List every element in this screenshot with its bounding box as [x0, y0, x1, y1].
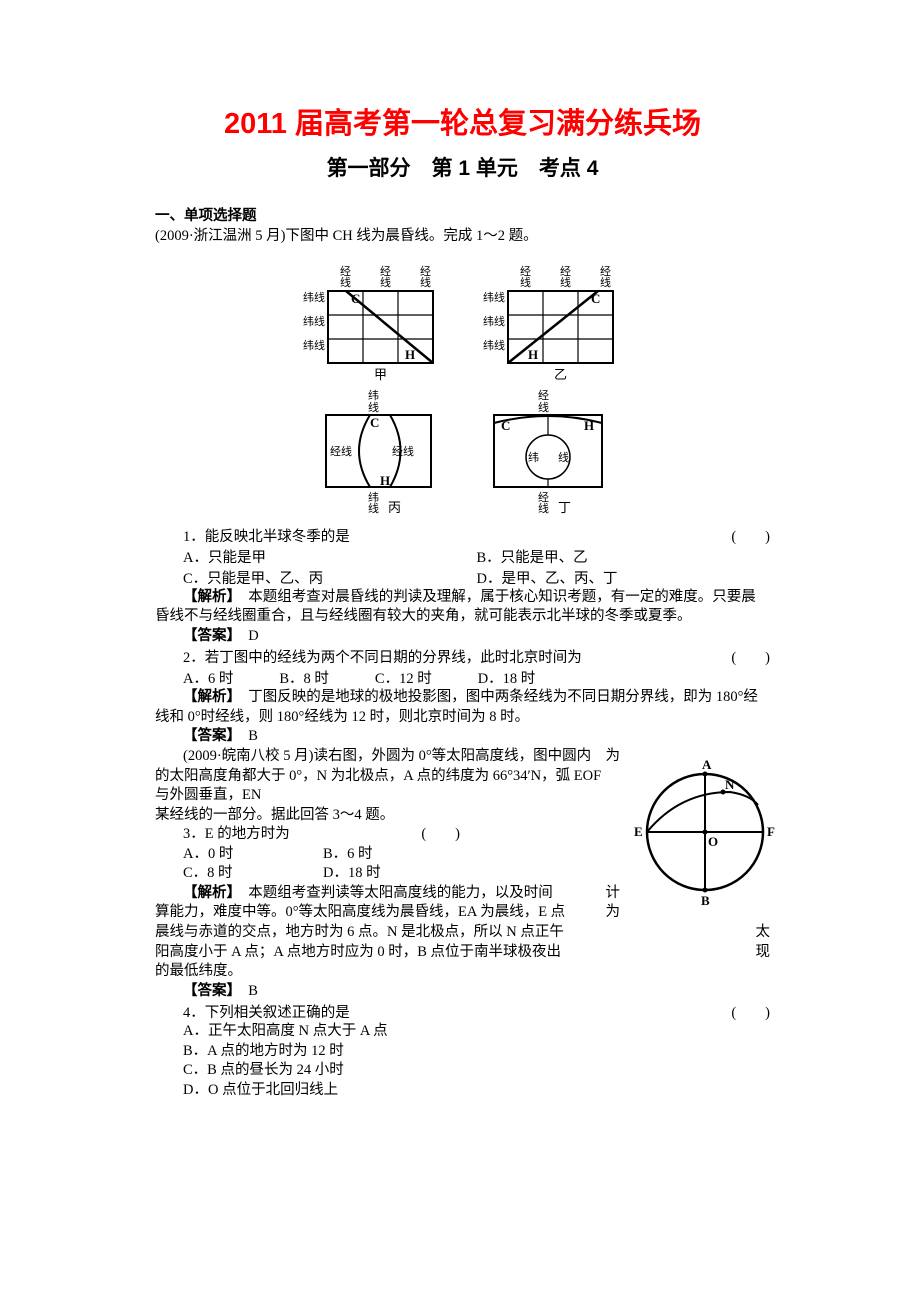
- q3-stem: 3．E 的地方时为: [183, 825, 290, 845]
- svg-text:经线: 经线: [392, 444, 414, 458]
- figure-ding: 经 线 C H 纬 线 经 线 丁: [478, 389, 618, 519]
- q1-optB: B．只能是甲、乙: [477, 546, 771, 567]
- svg-text:O: O: [708, 834, 718, 849]
- svg-text:纬: 纬: [528, 451, 539, 464]
- q2-stem: 2．若丁图中的经线为两个不同日期的分界线，此时北京时间为: [183, 646, 582, 667]
- q3-expl-l2: 算能力，难度中等。0°等太阳高度线为晨昏线，EA 为晨线，E 点为: [155, 903, 620, 923]
- q1-paren: ( ): [731, 525, 770, 546]
- q2-opts: A．6 时 B．8 时 C．12 时 D．18 时: [155, 667, 770, 688]
- q4-optB: B．A 点的地方时为 12 时: [155, 1042, 770, 1062]
- svg-text:N: N: [725, 777, 735, 792]
- figure-jia: 经 线 经 线 经 线 C H 纬线 纬线 纬线 甲: [298, 263, 448, 383]
- svg-text:H: H: [405, 347, 415, 362]
- svg-text:纬线: 纬线: [483, 290, 505, 304]
- svg-text:H: H: [380, 473, 390, 488]
- figure-yi: 经 线 经 线 经 线 C H 纬线 纬线 纬线 乙: [478, 263, 628, 383]
- q3-optA: A．0 时: [183, 845, 323, 865]
- intro-text: (2009·浙江温洲 5 月)下图中 CH 线为晨昏线。完成 1～2 题。: [155, 227, 770, 247]
- figure-bing: 纬 线 C H 经线 经线 纬 线 丙: [308, 389, 448, 519]
- svg-text:经: 经: [538, 389, 549, 402]
- q3-expl-l3: 晨线与赤道的交点，地方时为 6 点。N 是北极点，所以 N 点正午太: [155, 923, 770, 943]
- svg-text:线: 线: [538, 400, 549, 414]
- page-title: 2011 届高考第一轮总复习满分练兵场: [155, 100, 770, 142]
- q1-optD: D．是甲、乙、丙、丁: [477, 567, 771, 588]
- q4-stem-line: 4．下列相关叙述正确的是 ( ): [155, 1001, 770, 1022]
- svg-text:纬线: 纬线: [303, 338, 325, 352]
- figure-row-1: 经 线 经 线 经 线 C H 纬线 纬线 纬线 甲: [155, 263, 770, 383]
- svg-text:纬线: 纬线: [483, 314, 505, 328]
- svg-text:经线: 经线: [330, 444, 352, 458]
- q2-optD: D．18 时: [478, 667, 536, 688]
- page-subtitle: 第一部分 第 1 单元 考点 4: [155, 152, 770, 182]
- svg-text:C: C: [351, 291, 360, 306]
- svg-text:线: 线: [538, 501, 549, 515]
- svg-text:线: 线: [520, 275, 531, 289]
- q1-stem: 1．能反映北半球冬季的是: [183, 525, 350, 546]
- q34-block: A N E F O B (2009·皖南八校 5 月)读右图，外圆为 0°等太阳…: [155, 747, 770, 982]
- svg-text:纬: 纬: [368, 389, 379, 402]
- q3-answer: 【答案】 B: [155, 982, 770, 1002]
- svg-text:B: B: [701, 893, 710, 908]
- svg-text:纬线: 纬线: [483, 338, 505, 352]
- q3-optC: C．8 时: [183, 864, 323, 884]
- q3-optD: D．18 时: [323, 864, 381, 884]
- q1-explanation: 【解析】 本题组考查对晨昏线的判读及理解，属于核心知识考题，有一定的难度。只要晨…: [155, 588, 770, 627]
- svg-text:H: H: [528, 347, 538, 362]
- q4-optA: A．正午太阳高度 N 点大于 A 点: [155, 1022, 770, 1042]
- svg-text:线: 线: [420, 275, 431, 289]
- q3-paren: ( ): [421, 825, 460, 845]
- figure-row-2: 纬 线 C H 经线 经线 纬 线 丙 经 线: [155, 389, 770, 519]
- svg-text:F: F: [767, 824, 775, 839]
- svg-text:纬线: 纬线: [303, 290, 325, 304]
- q1-optC: C．只能是甲、乙、丙: [183, 567, 477, 588]
- svg-text:线: 线: [368, 501, 379, 515]
- q3-optB: B．6 时: [323, 845, 373, 865]
- q3-expl-l4: 阳高度小于 A 点；A 点地方时应为 0 时，B 点位于南半球极夜出现: [155, 943, 770, 963]
- caption-yi: 乙: [554, 367, 567, 382]
- svg-text:H: H: [584, 418, 594, 433]
- q4-optD: D．O 点位于北回归线上: [155, 1081, 770, 1101]
- q2-optA: A．6 时: [183, 667, 233, 688]
- caption-ding: 丁: [558, 500, 571, 515]
- svg-text:线: 线: [340, 275, 351, 289]
- q2-optC: C．12 时: [375, 667, 432, 688]
- q34-intro-1: (2009·皖南八校 5 月)读右图，外圆为 0°等太阳高度线，图中圆内的太阳高…: [155, 748, 601, 803]
- q3-stem-line: 3．E 的地方时为 ( ): [155, 825, 620, 845]
- q3-expl-l5: 的最低纬度。: [155, 962, 770, 982]
- svg-text:线: 线: [558, 450, 569, 464]
- svg-text:线: 线: [368, 400, 379, 414]
- caption-bing: 丙: [388, 500, 401, 515]
- svg-text:A: A: [702, 757, 712, 772]
- q1-opts-row2: C．只能是甲、乙、丙 D．是甲、乙、丙、丁: [155, 567, 770, 588]
- q2-paren: ( ): [731, 646, 770, 667]
- q1-answer: 【答案】 D: [155, 627, 770, 647]
- q2-stem-line: 2．若丁图中的经线为两个不同日期的分界线，此时北京时间为 ( ): [155, 646, 770, 667]
- q4-paren: ( ): [731, 1001, 770, 1022]
- q1-optA: A．只能是甲: [183, 546, 477, 567]
- q34-intro-tail1: 为: [606, 747, 621, 767]
- svg-text:C: C: [370, 415, 379, 430]
- section-heading: 一、单项选择题: [155, 204, 770, 225]
- q2-explanation: 【解析】 丁图反映的是地球的极地投影图，图中两条经线为不同日期分界线，即为 18…: [155, 688, 770, 727]
- q1-opts-row1: A．只能是甲 B．只能是甲、乙: [155, 546, 770, 567]
- svg-text:E: E: [634, 824, 643, 839]
- q3-opts-row2: C．8 时 D．18 时: [155, 864, 620, 884]
- q4-optC: C．B 点的昼长为 24 小时: [155, 1061, 770, 1081]
- svg-text:线: 线: [380, 275, 391, 289]
- svg-text:纬线: 纬线: [303, 314, 325, 328]
- q1-stem-line: 1．能反映北半球冬季的是 ( ): [155, 525, 770, 546]
- q2-optB: B．8 时: [279, 667, 329, 688]
- caption-jia: 甲: [374, 367, 387, 382]
- q3-opts-row1: A．0 时 B．6 时: [155, 845, 620, 865]
- svg-text:C: C: [591, 291, 600, 306]
- svg-text:线: 线: [560, 275, 571, 289]
- q2-answer: 【答案】 B: [155, 727, 770, 747]
- svg-text:C: C: [501, 418, 510, 433]
- q4-stem: 4．下列相关叙述正确的是: [183, 1001, 350, 1022]
- right-figure: A N E F O B: [630, 747, 780, 919]
- q3-expl-l1: 【解析】 本题组考查判读等太阳高度线的能力，以及时间 计: [155, 884, 620, 904]
- svg-text:线: 线: [600, 275, 611, 289]
